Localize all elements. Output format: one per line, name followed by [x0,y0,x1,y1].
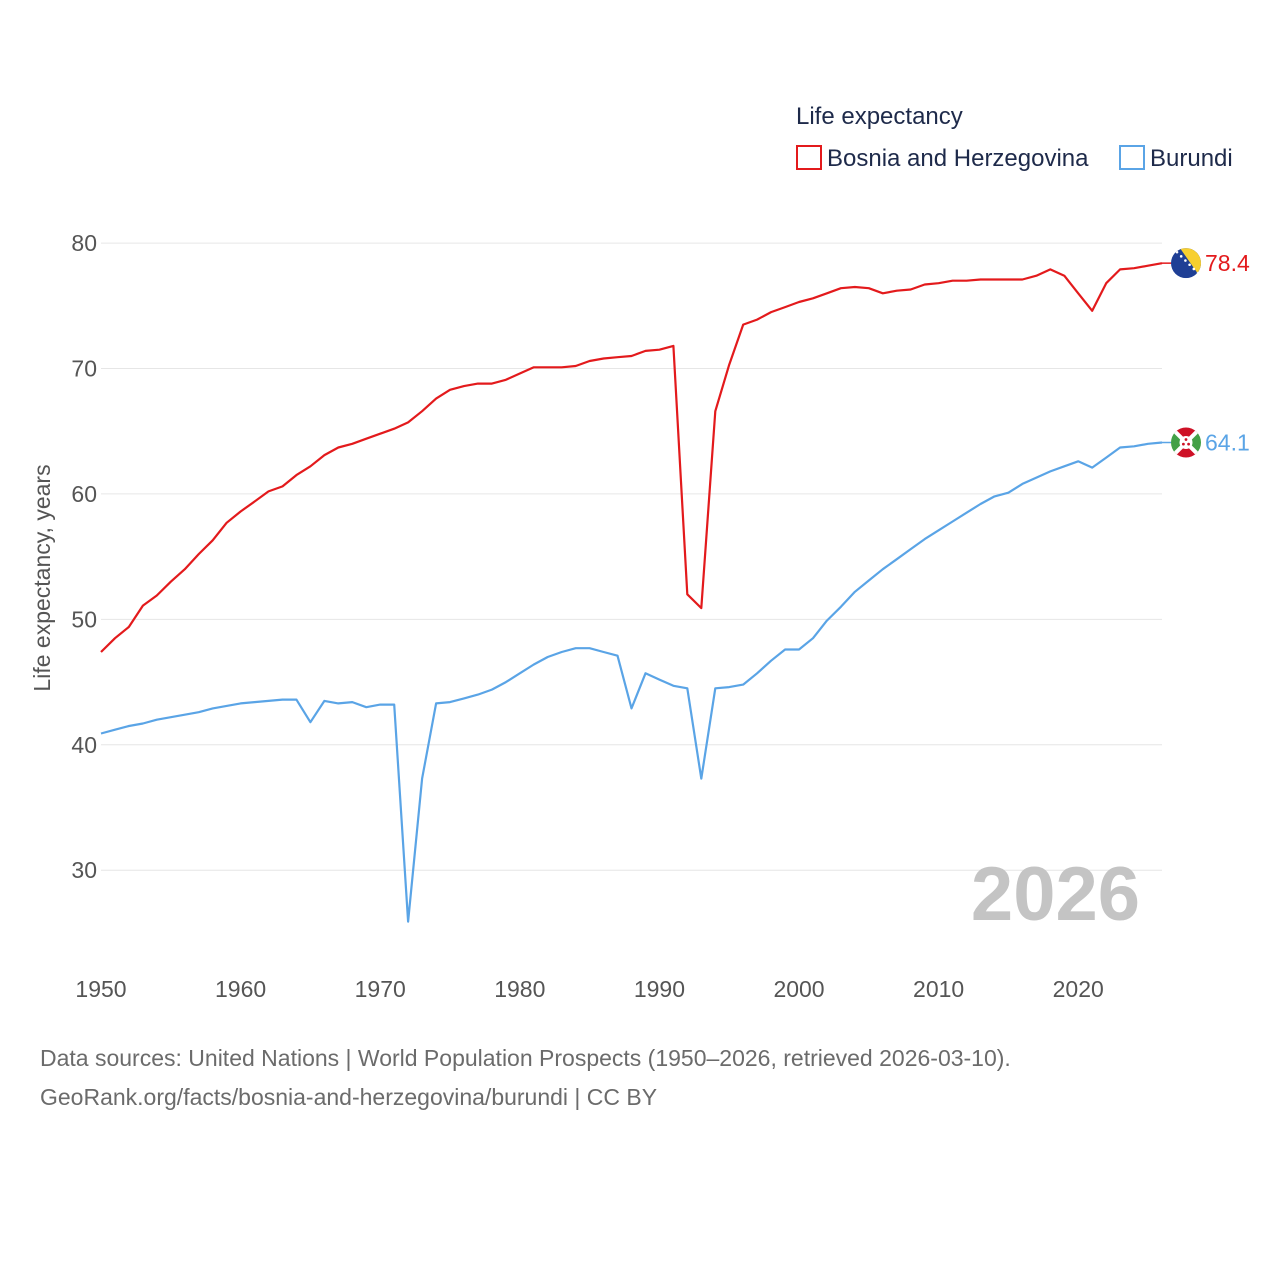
y-tick-70: 70 [71,356,97,382]
bosnia-flag-icon [1171,248,1201,279]
x-tick-2010: 2010 [913,976,964,1002]
x-tick-1950: 1950 [75,976,126,1002]
source-link[interactable]: GeoRank.org/facts/bosnia-and-herzegovina… [40,1084,658,1110]
legend-swatch-bosnia [796,145,822,170]
legend-label-burundi: Burundi [1150,145,1233,172]
legend-label-bosnia: Bosnia and Herzegovina [827,145,1089,172]
y-tick-50: 50 [71,606,97,632]
x-tick-1960: 1960 [215,976,266,1002]
series-line-burundi [100,441,1163,923]
x-tick-2000: 2000 [773,976,824,1002]
series-line-bosnia [100,262,1163,653]
legend-item-burundi[interactable]: Burundi [1119,145,1233,172]
y-tick-80: 80 [71,230,97,256]
gridlines [101,242,1162,871]
y-axis-title: Life expectancy, years [29,464,55,691]
end-value-burundi: 64.1 [1205,430,1250,456]
data-sources-note: Data sources: United Nations | World Pop… [40,1045,1011,1071]
year-watermark: 2026 [971,852,1140,937]
legend-title: Life expectancy [796,103,963,130]
x-axis-ticks: 1950 1960 1970 1980 1990 2000 2010 2020 [75,976,1103,1002]
legend-item-bosnia[interactable]: Bosnia and Herzegovina [796,145,1089,172]
series-lines [100,262,1163,923]
burundi-flag-icon [1171,427,1201,458]
series-end-labels: 78.4 64.1 [1162,248,1250,458]
line-chart: 30 40 50 60 70 80 1950 1960 1970 1980 1990 2000 201… [29,103,1250,1002]
x-tick-1990: 1990 [634,976,685,1002]
y-axis-ticks: 30 40 50 60 70 80 [71,230,97,883]
legend-swatch-burundi [1119,145,1145,170]
y-tick-40: 40 [71,732,97,758]
legend: Life expectancy Bosnia and Herzegovina B… [796,103,1233,172]
x-tick-1970: 1970 [355,976,406,1002]
x-tick-1980: 1980 [494,976,545,1002]
y-tick-60: 60 [71,481,97,507]
x-tick-2020: 2020 [1053,976,1104,1002]
end-value-bosnia: 78.4 [1205,250,1250,276]
y-tick-30: 30 [71,857,97,883]
